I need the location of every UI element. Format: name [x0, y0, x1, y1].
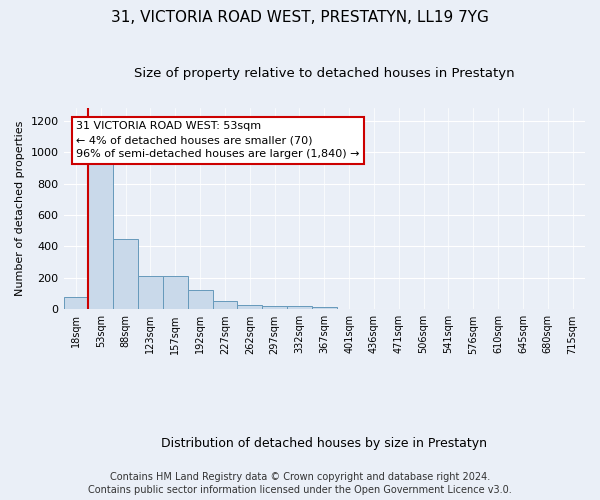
Bar: [312, 308, 337, 310]
Bar: [262, 306, 287, 310]
Bar: [238, 306, 262, 310]
Text: 31, VICTORIA ROAD WEST, PRESTATYN, LL19 7YG: 31, VICTORIA ROAD WEST, PRESTATYN, LL19 …: [111, 10, 489, 25]
Bar: [163, 276, 188, 310]
Bar: [212, 302, 238, 310]
Bar: [113, 238, 138, 310]
X-axis label: Distribution of detached houses by size in Prestatyn: Distribution of detached houses by size …: [161, 437, 487, 450]
Bar: [188, 290, 212, 310]
Bar: [138, 276, 163, 310]
Bar: [64, 296, 88, 310]
Text: 31 VICTORIA ROAD WEST: 53sqm
← 4% of detached houses are smaller (70)
96% of sem: 31 VICTORIA ROAD WEST: 53sqm ← 4% of det…: [76, 122, 359, 160]
Bar: [88, 155, 113, 310]
Text: Contains HM Land Registry data © Crown copyright and database right 2024.
Contai: Contains HM Land Registry data © Crown c…: [88, 472, 512, 495]
Y-axis label: Number of detached properties: Number of detached properties: [15, 121, 25, 296]
Bar: [287, 306, 312, 310]
Title: Size of property relative to detached houses in Prestatyn: Size of property relative to detached ho…: [134, 68, 515, 80]
